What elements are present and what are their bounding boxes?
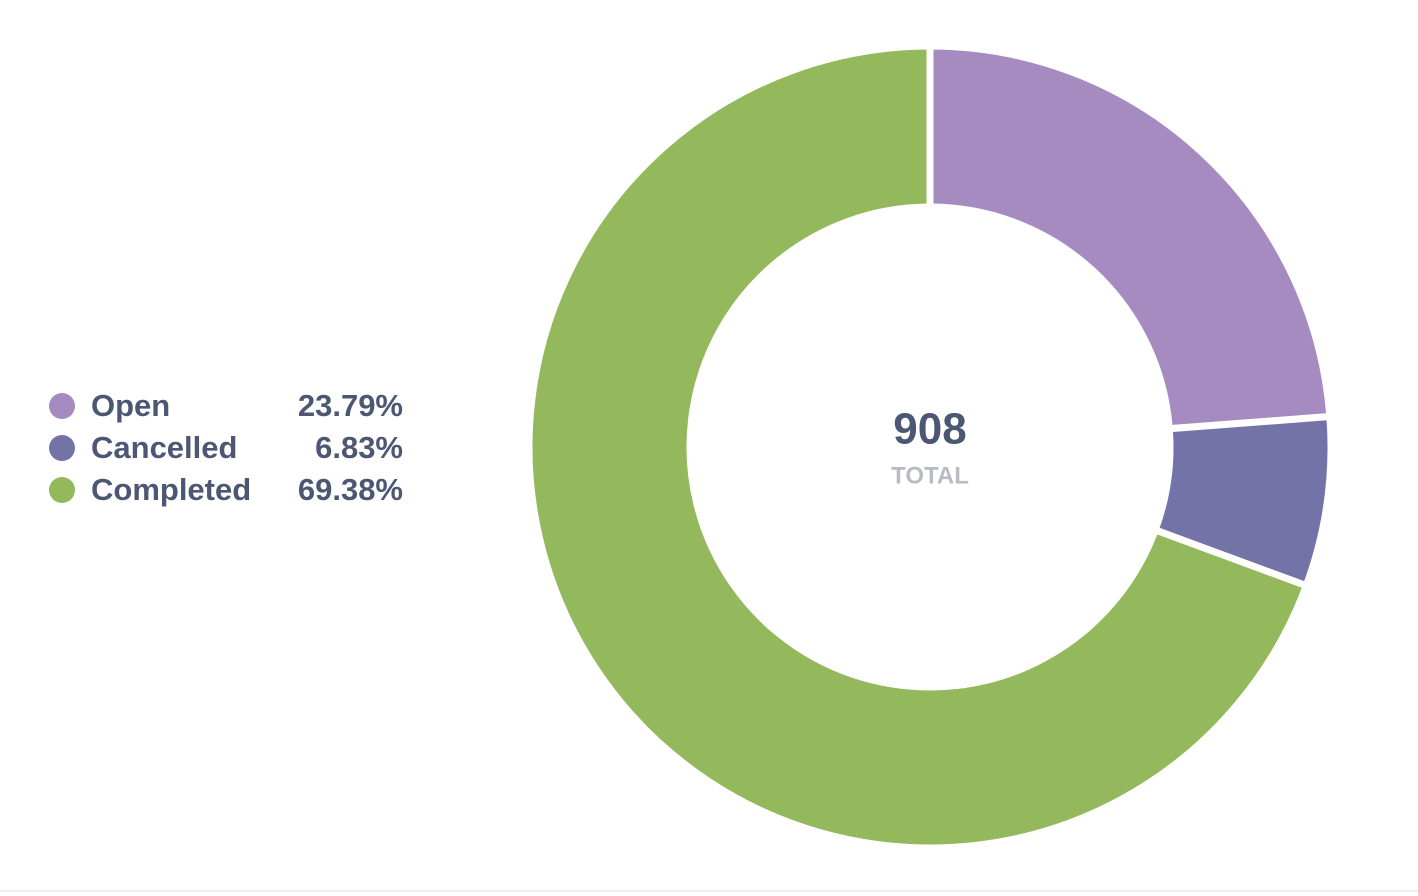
legend-value: 69.38% bbox=[298, 472, 403, 507]
donut bbox=[525, 42, 1335, 852]
wedge bbox=[525, 42, 1311, 852]
legend-swatch bbox=[49, 477, 75, 503]
legend-label: Open bbox=[91, 388, 170, 423]
legend-label: Cancelled bbox=[91, 430, 237, 465]
total-label: TOTAL bbox=[891, 462, 969, 489]
legend: Open 23.79% Cancelled 6.83% Completed 69.38% bbox=[49, 388, 403, 507]
legend-value: 6.83% bbox=[315, 430, 403, 465]
legend-label: Completed bbox=[91, 472, 251, 507]
legend-swatch bbox=[49, 393, 75, 419]
legend-value: 23.79% bbox=[298, 388, 403, 423]
total-value: 908 bbox=[893, 405, 966, 454]
wedge bbox=[926, 42, 1334, 433]
legend-swatch bbox=[49, 435, 75, 461]
